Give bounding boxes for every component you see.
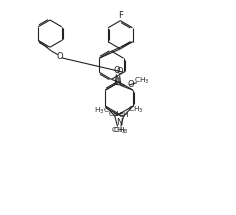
Text: H$_3$C: H$_3$C [94,106,110,116]
Text: O: O [113,66,120,75]
Text: CH: CH [109,111,119,117]
Text: O: O [57,52,63,60]
Text: O: O [116,67,123,76]
Text: CH$_3$: CH$_3$ [128,105,143,115]
Text: CH$_3$: CH$_3$ [113,126,128,136]
Text: CH: CH [119,112,130,118]
Text: F: F [118,11,123,20]
Text: CH$_3$: CH$_3$ [134,76,150,86]
Text: N: N [116,118,122,127]
Text: CH$_3$: CH$_3$ [111,126,126,136]
Text: O: O [127,80,134,89]
